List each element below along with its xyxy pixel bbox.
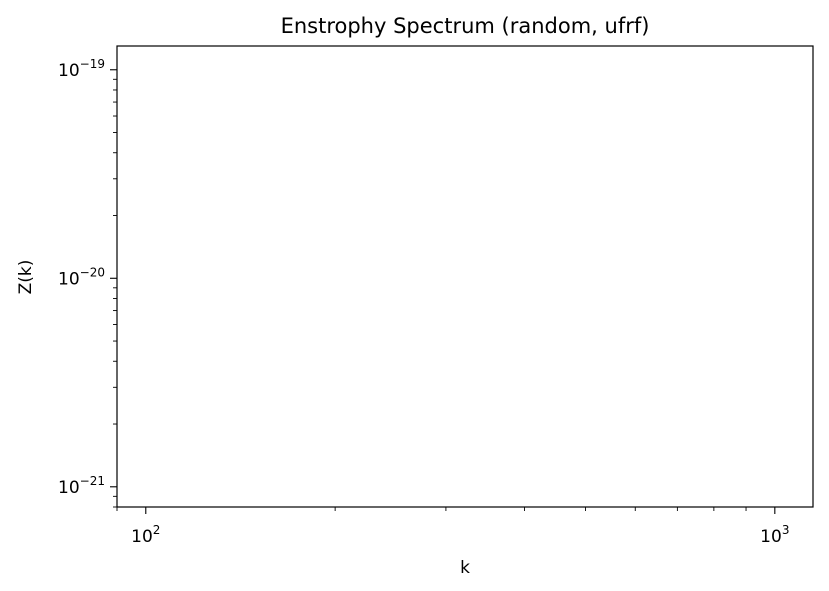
y-axis-ticks: 10−21 10−20 10−19 (58, 57, 117, 508)
y-tick-label: 10−19 (58, 57, 105, 81)
plot-area (116, 45, 814, 508)
y-tick-label: 10−20 (58, 265, 105, 289)
x-tick-label: 102 (131, 523, 160, 547)
y-axis-label: Z(k) (16, 260, 36, 295)
x-axis-label: k (460, 558, 470, 578)
x-tick-label: 103 (760, 523, 789, 547)
x-axis-ticks: 102 103 (116, 507, 789, 547)
chart-title: Enstrophy Spectrum (random, ufrf) (281, 14, 650, 38)
y-tick-label: 10−21 (58, 474, 105, 498)
